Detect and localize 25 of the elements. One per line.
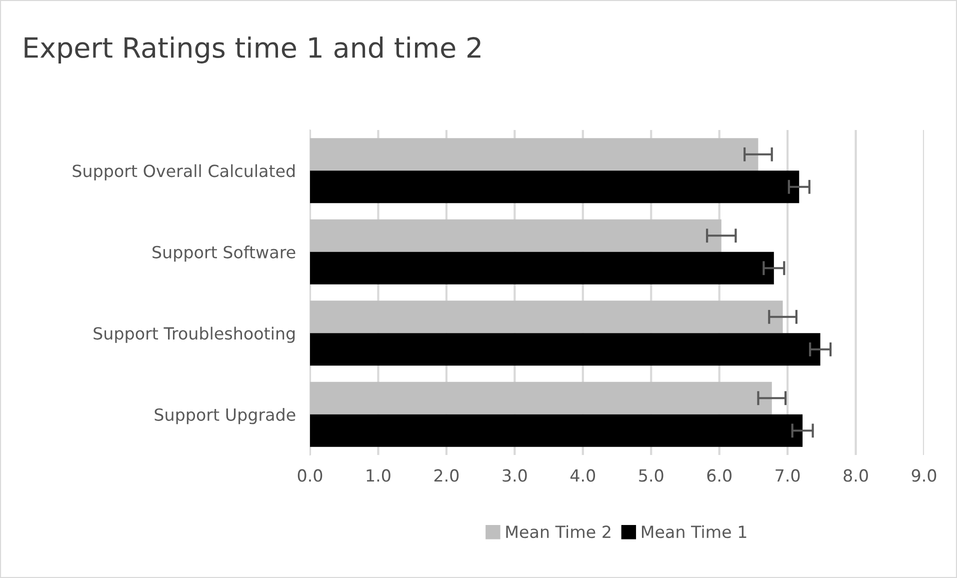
y-tick-label: Support Overall Calculated	[72, 164, 295, 180]
x-tick-label: 1.0	[366, 469, 390, 482]
y-tick-label: Support Troubleshooting	[94, 326, 295, 343]
y-tick-label: Support Software	[152, 246, 296, 262]
x-tick-label: 6.0	[707, 469, 732, 482]
bar	[310, 252, 774, 284]
x-tick-label: 4.0	[570, 469, 596, 482]
x-tick-label: 5.0	[639, 469, 664, 482]
x-tick-label: 8.0	[844, 469, 868, 482]
x-tick-label: 2.0	[434, 469, 459, 482]
x-tick-label: 7.0	[776, 469, 800, 482]
x-tick-label: 9.0	[912, 469, 936, 482]
legend-label: Mean Time 1	[642, 525, 746, 538]
x-tick-label: 0.0	[298, 469, 322, 482]
bar	[310, 138, 758, 171]
bar	[310, 300, 783, 334]
chart-title: Expert Ratings time 1 and time 2	[24, 36, 480, 64]
legend-label: Mean Time 2	[506, 525, 610, 538]
bar	[310, 414, 803, 447]
x-tick-label: 3.0	[502, 469, 527, 482]
bar	[310, 382, 772, 414]
bar	[310, 170, 800, 204]
bar	[310, 333, 820, 366]
y-tick-label: Support Upgrade	[154, 408, 296, 424]
bar	[310, 219, 722, 252]
